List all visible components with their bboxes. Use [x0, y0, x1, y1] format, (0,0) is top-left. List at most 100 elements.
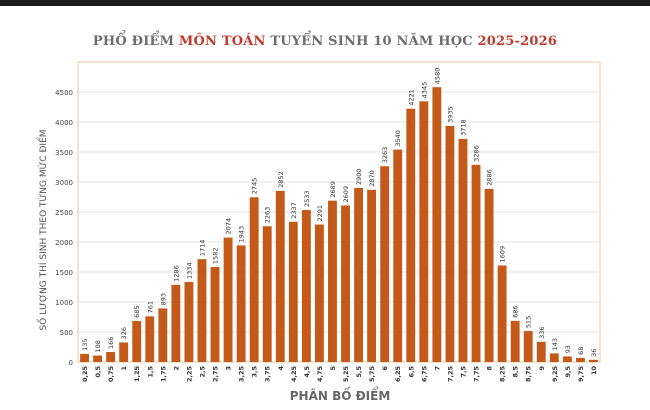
bar [367, 189, 377, 362]
x-tick-label: 6,5 [407, 366, 415, 378]
data-label: 3286 [473, 145, 481, 162]
top-bar [0, 0, 650, 6]
bar [589, 359, 598, 362]
bars-layer [80, 87, 598, 363]
x-tick-label: 8 [486, 366, 494, 371]
x-tick-label: 4,25 [290, 366, 298, 383]
bar [458, 138, 468, 362]
title-year: 2025-2026 [477, 34, 558, 49]
x-tick-label: 3,5 [251, 366, 259, 378]
x-tick-label: 0,75 [107, 366, 115, 383]
x-tick-label: 6,75 [420, 366, 428, 383]
x-tick-label: 9,25 [551, 366, 559, 383]
y-tick-label: 500 [60, 329, 73, 337]
bar [288, 221, 298, 362]
y-axis-label: SỐ LƯỢNG THÍ SINH THEO TỪNG MỨC ĐIỂM [36, 129, 49, 330]
data-label: 685 [133, 305, 141, 317]
x-tick-label: 5 [329, 366, 337, 371]
x-tick-label: 1,25 [133, 366, 141, 383]
x-tick-label: 7,25 [446, 366, 454, 383]
bar [106, 352, 116, 362]
chart-title: PHỔ ĐIỂM MÔN TOÁN TUYỂN SINH 10 NĂM HỌC … [0, 34, 650, 49]
data-label: 2870 [368, 170, 376, 187]
y-tick-label: 2500 [55, 209, 73, 217]
bar [497, 265, 507, 362]
x-tick-label: 0,5 [94, 366, 102, 378]
bar [406, 108, 416, 363]
x-tick-label: 5,5 [355, 366, 363, 378]
bar [523, 331, 533, 362]
bar [484, 188, 494, 362]
data-label: 2689 [329, 181, 337, 198]
data-label: 4345 [420, 82, 428, 99]
data-label: 761 [146, 301, 154, 313]
y-tick-label: 3000 [55, 179, 73, 187]
data-label: 2291 [316, 205, 324, 222]
data-label: 1286 [172, 265, 180, 282]
bar [93, 355, 103, 362]
bar [158, 308, 168, 362]
x-tick-label: 8,25 [499, 366, 507, 383]
bar [80, 353, 89, 362]
data-label: 166 [107, 337, 115, 349]
bar [197, 259, 207, 362]
x-tick-label: 0,25 [81, 366, 89, 383]
data-label: 3718 [459, 119, 467, 136]
bar [223, 237, 233, 362]
data-label: 36 [590, 349, 598, 357]
bar [575, 357, 585, 362]
data-label: 2745 [251, 178, 259, 195]
x-tick-label: 4 [277, 366, 285, 371]
data-label: 4221 [407, 89, 415, 106]
data-label: 143 [551, 338, 559, 350]
bar [145, 316, 155, 362]
data-label: 2263 [264, 207, 272, 224]
bar [393, 149, 403, 362]
title-part-3: TUYỂN SINH 10 NĂM HỌC [265, 34, 478, 49]
y-tick-label: 2000 [55, 239, 73, 247]
data-label: 2900 [355, 168, 363, 185]
bar [562, 356, 572, 362]
x-tick-label: 7,5 [459, 366, 467, 378]
data-label: 1609 [499, 246, 507, 263]
bar [314, 224, 324, 362]
bar [354, 188, 364, 362]
title-part-1: PHỔ ĐIỂM [92, 34, 179, 49]
bar [236, 245, 246, 362]
x-tick-label: 6,25 [394, 366, 402, 383]
x-tick-label: 6 [381, 366, 389, 371]
x-tick-label: 1,75 [159, 366, 167, 383]
data-label: 3935 [446, 106, 454, 123]
x-tick-label: 2 [172, 366, 180, 371]
bar [210, 267, 220, 362]
data-label: 326 [120, 327, 128, 339]
bar [380, 166, 390, 362]
y-tick-label: 3500 [55, 149, 73, 157]
data-label: 2852 [277, 171, 285, 188]
data-label: 686 [512, 305, 520, 317]
data-label: 515 [525, 316, 533, 328]
y-tick-label: 4000 [55, 119, 73, 127]
bar [432, 87, 442, 362]
data-label: 1714 [198, 240, 206, 257]
x-tick-label: 9 [538, 366, 546, 371]
bar [536, 341, 546, 362]
x-tick-label: 2,75 [212, 366, 220, 383]
grid-layer [77, 61, 601, 363]
y-tick-label: 0 [69, 359, 73, 367]
bar [275, 190, 285, 362]
data-label: 2337 [290, 202, 298, 219]
x-tick-label: 9,5 [564, 366, 572, 378]
x-tick-label: 2,5 [198, 366, 206, 378]
x-tick-label: 4,5 [303, 366, 311, 378]
data-label: 108 [94, 340, 102, 352]
bar [419, 101, 429, 363]
bar [471, 164, 481, 362]
data-label: 3540 [394, 130, 402, 147]
data-label: 1943 [238, 226, 246, 243]
data-label: 2074 [225, 218, 233, 235]
bar [132, 320, 142, 362]
x-tick-label: 3,25 [238, 366, 246, 383]
x-tick-label: 1,5 [146, 366, 154, 378]
